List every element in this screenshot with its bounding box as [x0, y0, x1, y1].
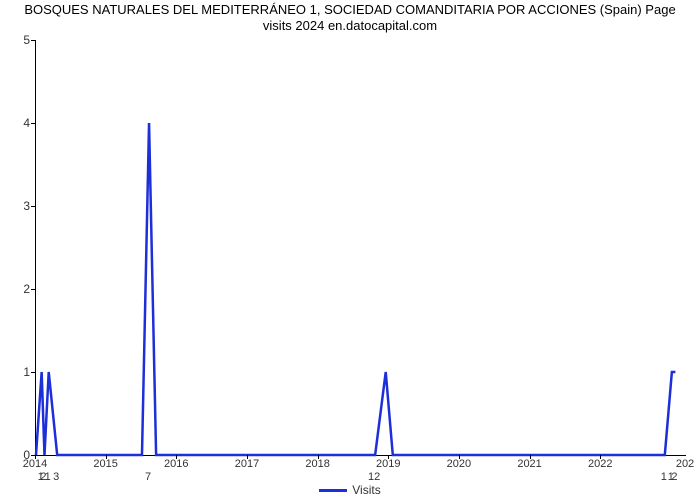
y-tick-label: 5	[0, 33, 30, 47]
x-tick-label: 2020	[447, 458, 471, 470]
title-line-2: visits 2024 en.datocapital.com	[263, 18, 437, 33]
series-line	[36, 40, 686, 455]
y-tick-label: 2	[0, 282, 30, 296]
x-tick-mark	[247, 455, 248, 459]
y-tick-mark	[31, 123, 35, 124]
x-tick-mark	[106, 455, 107, 459]
y-tick-label: 4	[0, 116, 30, 130]
x-tick-label: 2014	[23, 458, 47, 470]
x-tick-mark	[318, 455, 319, 459]
y-tick-mark	[31, 40, 35, 41]
x-tick-mark	[35, 455, 36, 459]
x-tick-label: 2021	[517, 458, 541, 470]
chart-container: BOSQUES NATURALES DEL MEDITERRÁNEO 1, SO…	[0, 0, 700, 500]
y-tick-mark	[31, 289, 35, 290]
title-line-1: BOSQUES NATURALES DEL MEDITERRÁNEO 1, SO…	[24, 2, 675, 17]
x-tick-label: 202	[676, 458, 694, 470]
data-point-label: 1	[45, 471, 51, 483]
data-point-label: 2	[671, 471, 677, 483]
x-tick-mark	[176, 455, 177, 459]
legend: Visits	[0, 483, 700, 497]
legend-swatch	[319, 489, 347, 492]
x-tick-label: 2019	[376, 458, 400, 470]
y-tick-label: 1	[0, 365, 30, 379]
x-tick-mark	[459, 455, 460, 459]
data-point-label: 12	[368, 471, 380, 483]
y-tick-mark	[31, 372, 35, 373]
legend-label: Visits	[352, 483, 380, 497]
x-tick-label: 2022	[588, 458, 612, 470]
x-tick-label: 2017	[235, 458, 259, 470]
x-tick-mark	[600, 455, 601, 459]
data-point-label: 7	[145, 471, 151, 483]
x-tick-mark	[388, 455, 389, 459]
plot-area	[35, 40, 686, 456]
x-tick-mark	[530, 455, 531, 459]
data-point-label: 3	[53, 471, 59, 483]
x-tick-label: 2016	[164, 458, 188, 470]
chart-title: BOSQUES NATURALES DEL MEDITERRÁNEO 1, SO…	[0, 2, 700, 35]
x-tick-label: 2018	[305, 458, 329, 470]
y-tick-mark	[31, 206, 35, 207]
x-tick-label: 2015	[93, 458, 117, 470]
data-point-label: 1	[661, 471, 667, 483]
y-tick-label: 3	[0, 199, 30, 213]
